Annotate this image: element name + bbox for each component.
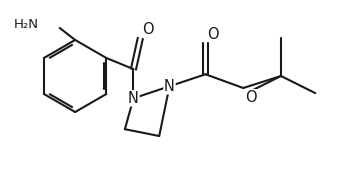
Text: O: O [207,27,219,42]
Text: N: N [164,79,175,94]
Text: O: O [142,21,154,37]
Text: H₂N: H₂N [13,18,38,31]
Text: N: N [128,91,139,106]
Text: O: O [245,90,257,105]
